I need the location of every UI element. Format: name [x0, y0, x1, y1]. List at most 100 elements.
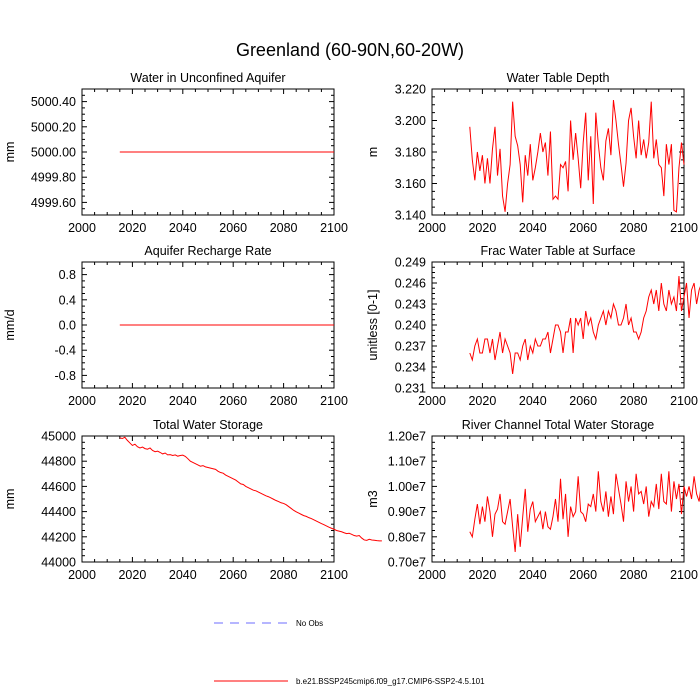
x-tick-label: 2060 [569, 568, 597, 582]
y-axis-label: m3 [366, 490, 380, 507]
y-tick-label: 44600 [41, 480, 76, 494]
x-tick-label: 2080 [620, 394, 648, 408]
x-tick-label: 2080 [270, 568, 298, 582]
x-tick-label: 2060 [569, 394, 597, 408]
x-tick-label: 2000 [68, 221, 96, 235]
figure-title: Greenland (60-90N,60-20W) [236, 40, 464, 60]
y-tick-label: 0.70e7 [388, 556, 426, 570]
y-tick-label: 0.234 [395, 361, 426, 375]
x-tick-label: 2020 [118, 394, 146, 408]
y-tick-label: 0.249 [395, 256, 426, 270]
x-tick-label: 2000 [68, 394, 96, 408]
data-series-line [469, 471, 700, 552]
chart-panel-3: Aquifer Recharge Rate mm/d 2000 2020 2040 206… [3, 244, 348, 408]
data-series-line [119, 436, 382, 542]
x-tick-label: 2000 [418, 394, 446, 408]
y-tick-label: 44000 [41, 556, 76, 570]
y-tick-label: 3.160 [395, 177, 426, 191]
chart-panel-1: Water in Unconfined Aquifer mm 2000 2020 204… [3, 71, 348, 235]
x-tick-label: 2080 [620, 568, 648, 582]
chart-title: Frac Water Table at Surface [481, 244, 636, 258]
x-tick-label: 2000 [418, 221, 446, 235]
y-tick-label: 1.00e7 [388, 480, 426, 494]
x-tick-label: 2040 [169, 568, 197, 582]
y-axis-label: mm/d [3, 309, 17, 340]
y-tick-label: 1.20e7 [388, 430, 426, 444]
x-tick-label: 2020 [468, 221, 496, 235]
panels: Water in Unconfined Aquifer mm 2000 2020 204… [3, 71, 700, 582]
y-tick-label: 1.10e7 [388, 455, 426, 469]
chart-panel-5: Total Water Storage mm 2000 2020 2040 2060 208… [3, 418, 382, 582]
x-tick-label: 2040 [169, 221, 197, 235]
y-tick-label: 0.237 [395, 340, 426, 354]
chart-title: Water Table Depth [507, 71, 610, 85]
y-axis-label: mm [3, 489, 17, 510]
chart-title: Total Water Storage [153, 418, 263, 432]
x-tick-label: 2100 [320, 394, 348, 408]
y-tick-label: 0.4 [59, 293, 76, 307]
y-tick-label: 0.8 [59, 268, 76, 282]
chart-title: Aquifer Recharge Rate [144, 244, 271, 258]
x-tick-label: 2020 [118, 221, 146, 235]
y-axis-label: m [366, 147, 380, 157]
chart-title: River Channel Total Water Storage [462, 418, 655, 432]
y-tick-label: 4999.80 [31, 171, 76, 185]
x-tick-label: 2040 [519, 568, 547, 582]
y-axis-label: mm [3, 142, 17, 163]
x-tick-label: 2060 [219, 568, 247, 582]
data-series-line [469, 275, 700, 375]
y-tick-label: 0.243 [395, 298, 426, 312]
y-tick-label: 0.0 [59, 319, 76, 333]
y-tick-label: 0.240 [395, 319, 426, 333]
x-tick-label: 2060 [569, 221, 597, 235]
y-tick-label: 44200 [41, 530, 76, 544]
y-axis-label: unitless [0-1] [366, 290, 380, 361]
x-tick-label: 2100 [670, 568, 698, 582]
chart-panel-2: Water Table Depth m 2000 2020 2040 2060 2080 21… [366, 71, 698, 235]
y-tick-label: 5000.20 [31, 120, 76, 134]
y-tick-label: 3.200 [395, 114, 426, 128]
x-tick-label: 2100 [320, 221, 348, 235]
y-tick-label: 5000.40 [31, 95, 76, 109]
x-tick-label: 2000 [418, 568, 446, 582]
x-tick-label: 2020 [118, 568, 146, 582]
y-tick-label: 0.80e7 [388, 530, 426, 544]
y-tick-label: 3.140 [395, 209, 426, 223]
legend: No Obs b.e21.BSSP245cmip6.f09_g17.CMIP6-… [214, 619, 485, 686]
x-tick-label: 2100 [670, 221, 698, 235]
x-tick-label: 2080 [270, 221, 298, 235]
plot-frame [431, 435, 685, 563]
y-tick-label: 44400 [41, 505, 76, 519]
x-tick-label: 2020 [468, 568, 496, 582]
y-tick-label: -0.4 [54, 344, 76, 358]
plot-frame [81, 435, 335, 563]
y-tick-label: 44800 [41, 455, 76, 469]
x-tick-label: 2060 [219, 394, 247, 408]
data-series-line [469, 99, 685, 213]
x-tick-label: 2040 [519, 221, 547, 235]
x-tick-label: 2080 [270, 394, 298, 408]
x-tick-label: 2100 [320, 568, 348, 582]
chart-title: Water in Unconfined Aquifer [130, 71, 285, 85]
y-tick-label: 0.90e7 [388, 505, 426, 519]
y-tick-label: 0.246 [395, 277, 426, 291]
x-tick-label: 2040 [519, 394, 547, 408]
chart-panel-4: Frac Water Table at Surface unitless [0-1… [366, 244, 700, 408]
x-tick-label: 2000 [68, 568, 96, 582]
y-tick-label: 3.220 [395, 83, 426, 97]
y-tick-label: 0.231 [395, 382, 426, 396]
legend-model-label: b.e21.BSSP245cmip6.f09_g17.CMIP6-SSP2-4.… [296, 677, 485, 686]
x-tick-label: 2020 [468, 394, 496, 408]
y-tick-label: 5000.00 [31, 146, 76, 160]
x-tick-label: 2060 [219, 221, 247, 235]
x-tick-label: 2100 [670, 394, 698, 408]
chart-panel-6: River Channel Total Water Storage m3 2000 2… [366, 418, 700, 582]
x-tick-label: 2040 [169, 394, 197, 408]
x-tick-label: 2080 [620, 221, 648, 235]
y-tick-label: 4999.60 [31, 196, 76, 210]
legend-obs-label: No Obs [296, 619, 323, 628]
y-tick-label: -0.8 [54, 369, 76, 383]
y-tick-label: 3.180 [395, 146, 426, 160]
y-tick-label: 45000 [41, 430, 76, 444]
